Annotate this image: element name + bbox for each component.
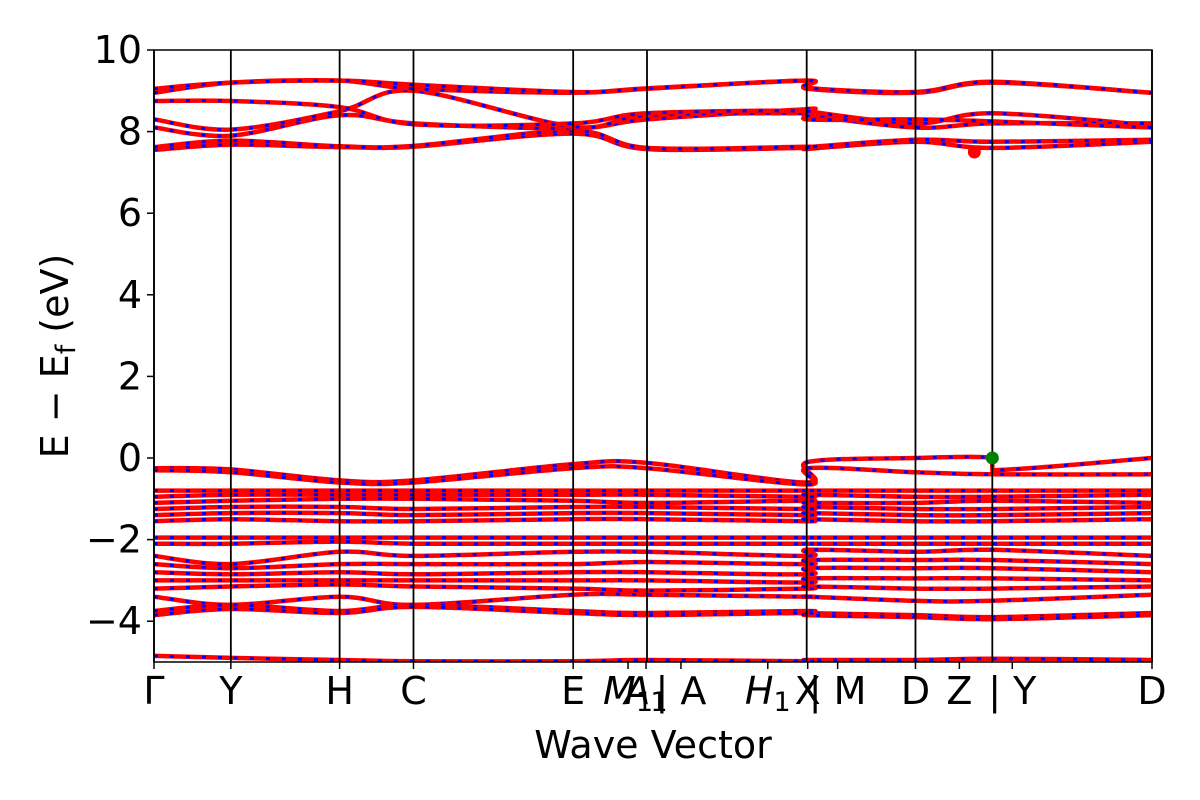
x-tick-label: D [1137, 669, 1166, 713]
conduction-band-1-spin-down [154, 132, 1152, 152]
valence-band-8-spin-up [154, 516, 1152, 524]
x-tick-label: Γ [143, 669, 164, 713]
conduction-band-7-spin-up [154, 78, 1152, 96]
y-tick-label: 2 [118, 354, 142, 398]
deep-band-1-spin-up [154, 653, 1152, 662]
x-tick-label: H [325, 669, 354, 713]
plot-frame [153, 49, 1153, 663]
x-tick-label: X [795, 669, 821, 713]
x-tick-label: Y [218, 669, 243, 713]
conduction-band-2-spin-down [154, 129, 1152, 151]
y-tick-label: 8 [118, 110, 142, 154]
x-tick-label: D [901, 669, 930, 713]
valence-band-16-spin-down [154, 592, 1152, 607]
y-axis-ticks: −4 −2 0 2 4 6 8 10 [86, 28, 154, 643]
y-tick-label: 0 [118, 436, 142, 480]
valence-band-12-spin-down [154, 558, 1152, 570]
x-tick-label-subscript: 1 [636, 687, 653, 718]
y-tick-label: 10 [94, 28, 142, 72]
valence-band-2-spin-up [154, 464, 1152, 487]
x-tick-label: | Y [988, 669, 1037, 714]
x-tick-label: C [400, 669, 427, 713]
valence-band-14-spin-down [154, 576, 1152, 584]
y-axis-title-rest: (eV) [33, 254, 77, 345]
x-tick-label-main: H [745, 669, 774, 713]
x-tick-label: | M [809, 669, 867, 714]
valence-band-13-spin-down [154, 566, 1152, 576]
conduction-band-5-spin-down [154, 99, 1152, 129]
y-axis-title-subscript: f [51, 343, 82, 354]
valence-band-5-spin-up [154, 496, 1152, 506]
x-tick-label: E [561, 669, 585, 713]
valence-band-4-spin-up [154, 492, 1152, 500]
y-axis-title: E − Ef (eV) [33, 254, 82, 459]
valence-band-18-spin-down [154, 605, 1152, 621]
extrema-markers [967, 145, 999, 465]
x-tick-label-main: A [621, 669, 650, 713]
y-tick-label: 4 [118, 273, 142, 317]
x-tick-label-subscript: 1 [773, 687, 790, 718]
x-tick-label-subscript: 1 [650, 687, 667, 718]
x-tick-label-main: M [603, 669, 636, 713]
bands-layer [154, 77, 1152, 662]
y-tick-label: −4 [86, 599, 142, 643]
conduction-band-minimum-marker [967, 145, 981, 159]
valence-band-maximum-marker [985, 451, 999, 465]
x-axis-title: Wave Vector [534, 723, 772, 767]
valence-band-6-spin-up [154, 504, 1152, 512]
x-tick-label: H1 [745, 669, 791, 718]
valence-band-15-spin-up [154, 582, 1152, 593]
valence-band-11-spin-down [154, 548, 1152, 566]
x-tick-label: | A [655, 669, 706, 714]
y-tick-label: −2 [86, 518, 142, 562]
y-tick-label: 6 [118, 191, 142, 235]
valence-band-10-spin-up [154, 539, 1152, 547]
conduction-band-3-spin-down [154, 107, 1152, 138]
x-tick-label: M1 [603, 669, 653, 718]
x-tick-label: A1 [621, 669, 667, 718]
valence-band-7-spin-up [154, 510, 1152, 518]
x-tick-label: Z [946, 669, 972, 713]
